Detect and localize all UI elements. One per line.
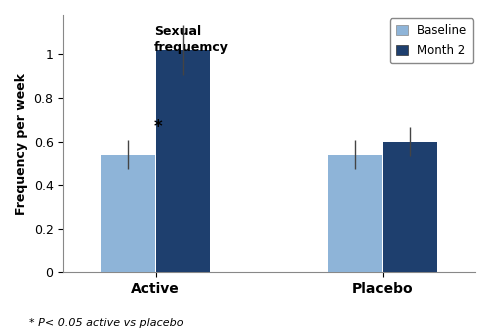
Text: *: * — [153, 118, 162, 136]
Text: Sexual
frequemcy: Sexual frequemcy — [154, 25, 229, 54]
Bar — [328, 155, 382, 272]
Legend: Baseline, Month 2: Baseline, Month 2 — [390, 18, 473, 63]
Polygon shape — [63, 272, 490, 289]
Y-axis label: Frequency per week: Frequency per week — [15, 73, 28, 215]
Text: * P< 0.05 active vs placebo: * P< 0.05 active vs placebo — [29, 318, 184, 328]
Bar — [101, 155, 155, 272]
Bar — [156, 50, 210, 272]
Bar — [384, 142, 438, 272]
